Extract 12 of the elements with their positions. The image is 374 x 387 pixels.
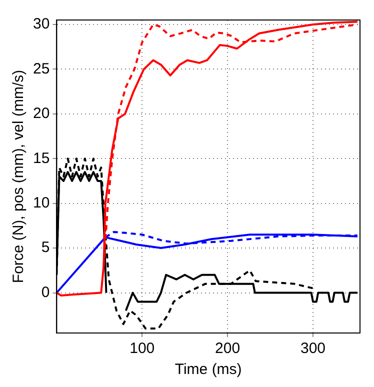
x-tick-label: 100 <box>130 340 155 358</box>
y-tick-label: 10 <box>32 194 50 212</box>
y-axis-title: Force (N), pos (mm), vel (mm/s) <box>10 70 28 284</box>
x-axis-title: Time (ms) <box>174 361 242 378</box>
y-tick-label: 0 <box>41 284 50 301</box>
y-tick-label: 30 <box>32 16 50 33</box>
y-tick-label: 15 <box>32 150 50 167</box>
x-tick-label: 300 <box>300 340 326 358</box>
y-tick-label: 25 <box>32 60 50 78</box>
x-tick-label: 200 <box>215 340 240 358</box>
y-tick-label: 5 <box>41 239 50 256</box>
y-tick-label: 20 <box>32 105 50 122</box>
